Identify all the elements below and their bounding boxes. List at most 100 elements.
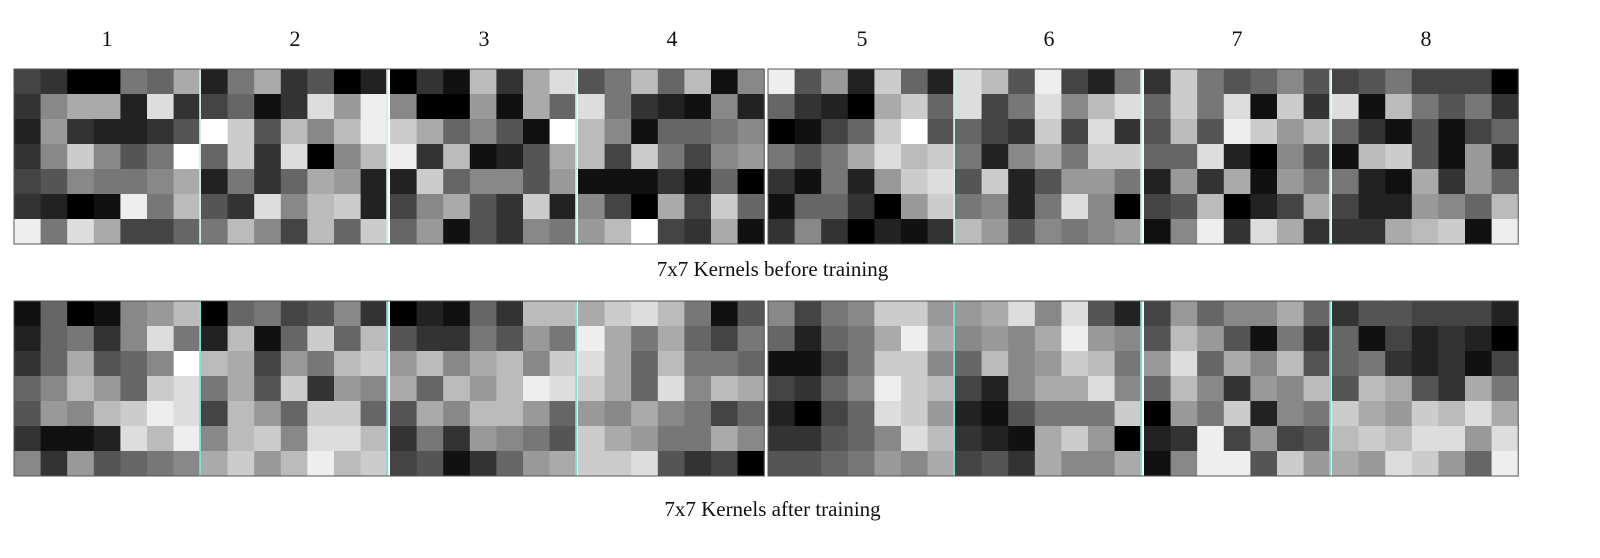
- kernel-cell: [280, 326, 308, 352]
- kernel-cell: [847, 451, 875, 477]
- kernel-cell: [1250, 326, 1278, 352]
- kernel-cell: [711, 351, 739, 377]
- kernel-cell: [1250, 426, 1278, 452]
- kernel-cell: [1358, 194, 1386, 220]
- kernel-cell: [711, 426, 739, 452]
- kernel-cell: [14, 169, 42, 195]
- kernel-cell: [1438, 194, 1466, 220]
- kernel-cell: [120, 194, 148, 220]
- kernel-cell: [684, 169, 712, 195]
- kernel-cell: [14, 301, 42, 327]
- kernel-cell: [1170, 94, 1198, 120]
- kernel-cell: [768, 144, 796, 170]
- kernel-cell: [1170, 426, 1198, 452]
- kernel-cell: [120, 144, 148, 170]
- kernel-cell: [201, 194, 229, 220]
- kernel-cell: [604, 169, 632, 195]
- kernel-cell: [549, 69, 577, 95]
- kernel-cell: [1303, 194, 1331, 220]
- kernel-cell: [1170, 69, 1198, 95]
- kernel-cell: [40, 426, 68, 452]
- kernel-cell: [360, 351, 388, 377]
- kernel-cell: [496, 401, 524, 427]
- kernel-cell: [496, 219, 524, 245]
- kernel-cell: [1250, 169, 1278, 195]
- kernel-cell: [1303, 301, 1331, 327]
- kernel-cell: [684, 401, 712, 427]
- kernel-cell: [307, 301, 335, 327]
- kernel-cell: [768, 301, 796, 327]
- kernel-cell: [1170, 119, 1198, 145]
- kernel-separator: [953, 69, 956, 244]
- kernel-cell: [1385, 69, 1413, 95]
- kernel-cell: [469, 94, 497, 120]
- kernel-cell: [927, 94, 955, 120]
- kernel-cell: [40, 169, 68, 195]
- kernel-cell: [1114, 69, 1142, 95]
- kernel-cell: [768, 326, 796, 352]
- kernel-cell: [1385, 94, 1413, 120]
- kernel-cell: [631, 194, 659, 220]
- kernel-cell: [927, 144, 955, 170]
- kernel-cell: [496, 301, 524, 327]
- kernel-cell: [927, 376, 955, 402]
- kernel-cell: [390, 69, 418, 95]
- kernel-cell: [1385, 169, 1413, 195]
- kernel-label-3: 3: [478, 26, 490, 51]
- kernel-cell: [794, 169, 822, 195]
- kernel-cell: [1250, 119, 1278, 145]
- kernel-cell: [1358, 301, 1386, 327]
- kernel-cell: [1250, 144, 1278, 170]
- kernel-cell: [901, 301, 929, 327]
- kernel-cell: [684, 351, 712, 377]
- kernel-cell: [416, 301, 444, 327]
- kernel-cell: [1170, 451, 1198, 477]
- kernel-cell: [1008, 194, 1036, 220]
- kernel-cell: [737, 376, 765, 402]
- kernel-cell: [1223, 169, 1251, 195]
- kernel-cell: [147, 451, 175, 477]
- kernel-cell: [280, 169, 308, 195]
- kernel-cell: [1332, 426, 1360, 452]
- kernel-cell: [794, 301, 822, 327]
- kernel-cell: [1358, 351, 1386, 377]
- kernel-after-5: [768, 301, 956, 477]
- kernel-cell: [1170, 144, 1198, 170]
- kernel-cell: [684, 69, 712, 95]
- kernel-cell: [1250, 94, 1278, 120]
- kernel-cell: [1061, 401, 1089, 427]
- kernel-cell: [1303, 69, 1331, 95]
- kernel-cell: [147, 376, 175, 402]
- kernel-cell: [14, 426, 42, 452]
- kernel-cell: [390, 94, 418, 120]
- kernel-cell: [254, 69, 282, 95]
- kernel-cell: [847, 119, 875, 145]
- kernel-cell: [173, 119, 201, 145]
- kernel-cell: [1144, 144, 1172, 170]
- kernel-cell: [469, 194, 497, 220]
- kernel-cell: [1465, 69, 1493, 95]
- kernel-cell: [1358, 219, 1386, 245]
- kernel-cell: [981, 94, 1009, 120]
- kernel-cell: [794, 326, 822, 352]
- kernel-cell: [578, 94, 606, 120]
- kernel-cell: [496, 351, 524, 377]
- kernel-cell: [1061, 426, 1089, 452]
- kernel-cell: [874, 194, 902, 220]
- kernel-cell: [631, 326, 659, 352]
- kernel-cell: [768, 451, 796, 477]
- kernel-cell: [874, 219, 902, 245]
- kernel-cell: [955, 194, 983, 220]
- kernel-cell: [1008, 219, 1036, 245]
- kernel-cell: [93, 119, 121, 145]
- kernel-cell: [1170, 376, 1198, 402]
- kernel-cell: [1114, 194, 1142, 220]
- kernel-separator: [575, 69, 578, 244]
- kernel-cell: [1170, 219, 1198, 245]
- kernel-cell: [1411, 426, 1439, 452]
- kernel-cell: [1114, 169, 1142, 195]
- kernel-cell: [1385, 326, 1413, 352]
- kernel-cell: [737, 94, 765, 120]
- kernel-cell: [1385, 401, 1413, 427]
- kernel-cell: [1277, 169, 1305, 195]
